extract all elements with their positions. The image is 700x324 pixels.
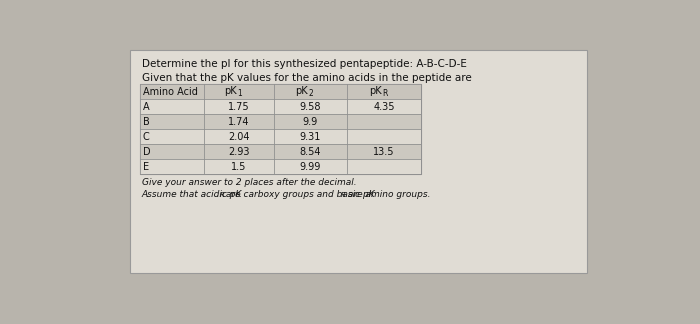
Text: 13.5: 13.5 [373, 147, 395, 157]
Text: Give your answer to 2 places after the decimal.: Give your answer to 2 places after the d… [141, 178, 356, 187]
Text: 8.54: 8.54 [300, 147, 321, 157]
Text: are amino groups.: are amino groups. [344, 190, 430, 199]
Text: pK: pK [224, 86, 237, 96]
Text: R: R [220, 192, 225, 199]
Text: 1.75: 1.75 [228, 102, 249, 112]
Text: Amino Acid: Amino Acid [143, 87, 197, 97]
Text: Determine the pI for this synthesized pentapeptide: A-B-C-D-E: Determine the pI for this synthesized pe… [141, 59, 467, 69]
Text: 9.99: 9.99 [300, 162, 321, 172]
Text: Given that the pK values for the amino acids in the peptide are: Given that the pK values for the amino a… [141, 73, 472, 83]
Text: 2: 2 [309, 89, 314, 98]
Text: pK: pK [369, 86, 382, 96]
Bar [130, 50, 587, 273]
Text: E: E [143, 162, 148, 172]
Text: 1.74: 1.74 [228, 117, 249, 127]
Text: B: B [143, 117, 149, 127]
Text: 4.35: 4.35 [373, 102, 395, 112]
Bar [140, 114, 421, 129]
Text: R: R [382, 89, 388, 98]
Bar [140, 145, 421, 159]
Text: 9.31: 9.31 [300, 132, 321, 142]
Bar [140, 159, 421, 174]
Bar [140, 99, 421, 114]
Text: D: D [143, 147, 150, 157]
Text: Assume that acidic pK: Assume that acidic pK [141, 190, 242, 199]
Bar [140, 84, 421, 174]
Text: pK: pK [295, 86, 308, 96]
Text: 1.5: 1.5 [231, 162, 246, 172]
Text: 9.58: 9.58 [300, 102, 321, 112]
Text: 2.04: 2.04 [228, 132, 249, 142]
Bar [140, 84, 421, 99]
Text: 9.9: 9.9 [302, 117, 318, 127]
Text: 2.93: 2.93 [228, 147, 249, 157]
Text: C: C [143, 132, 149, 142]
Text: 1: 1 [237, 89, 241, 98]
Text: A: A [143, 102, 149, 112]
Text: are carboxy groups and basic pK: are carboxy groups and basic pK [223, 190, 375, 199]
Bar [140, 129, 421, 145]
Text: R: R [341, 192, 346, 199]
